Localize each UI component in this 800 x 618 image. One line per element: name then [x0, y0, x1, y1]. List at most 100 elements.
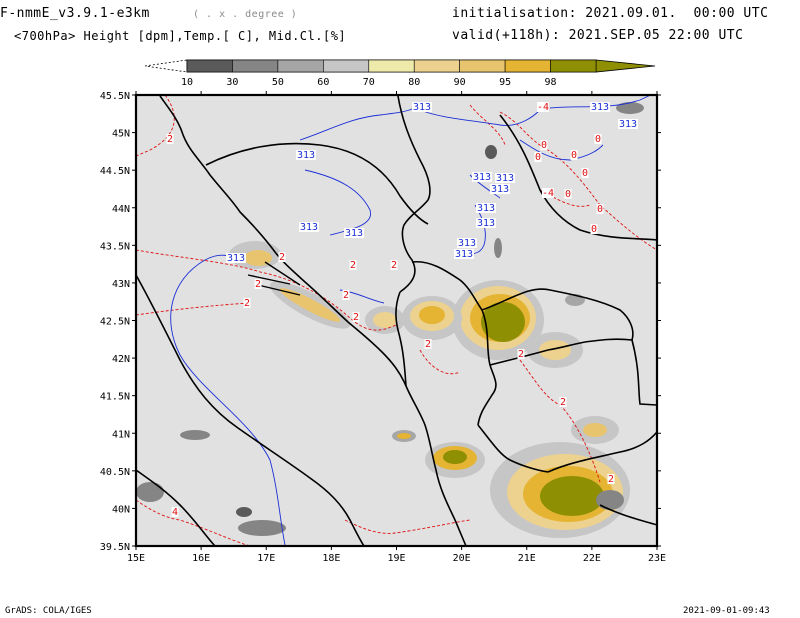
- lon-label: 19E: [387, 553, 405, 564]
- colorbar-swatch: [277, 59, 324, 73]
- axis-ticks: [132, 91, 661, 550]
- cloud-patch: [539, 340, 571, 360]
- lat-label: 43.5N: [100, 241, 130, 252]
- cloud-patch: [494, 238, 502, 258]
- height-contour-label: 313: [345, 228, 363, 239]
- cloud-patch: [616, 102, 644, 114]
- label-backing: [390, 260, 398, 270]
- cloud-patch: [373, 312, 397, 328]
- temp-contour-label: 0: [597, 204, 603, 215]
- lat-label: 44N: [112, 204, 130, 215]
- colorbar-label: 50: [272, 77, 284, 88]
- border: [411, 260, 483, 311]
- label-backing: [278, 252, 286, 262]
- height-contour-label: 313: [477, 218, 495, 229]
- temp-contour-label: 2: [518, 349, 524, 360]
- temp-contour: [419, 349, 461, 375]
- lat-label: 43N: [112, 279, 130, 290]
- colorbar-swatch: [459, 59, 506, 73]
- border: [499, 114, 657, 241]
- cloud-patch: [136, 482, 164, 502]
- border: [477, 309, 497, 426]
- axis-labels: 45.5N 45N 44.5N 44N 43.5N 43N 42.5N 42N 41.5N 41N…: [100, 91, 666, 564]
- height-contour-label: 313: [491, 184, 509, 195]
- lat-label: 45N: [112, 129, 130, 140]
- height-contour-label: 313: [591, 102, 609, 113]
- cloud-patch: [540, 476, 604, 516]
- lon-label: 23E: [648, 553, 666, 564]
- height-contour-label: 313: [473, 172, 491, 183]
- border: [481, 288, 634, 341]
- height-contour-label: 313: [619, 119, 637, 130]
- label-backing: [457, 238, 477, 248]
- label-backing: [559, 397, 567, 407]
- temp-contour-label: 0: [591, 224, 597, 235]
- model-name: F-nmmE_v3.9.1-e3km: [0, 6, 150, 21]
- border: [547, 431, 657, 473]
- temp-contour: [499, 111, 657, 251]
- border: [205, 142, 429, 225]
- coastline: [159, 95, 467, 546]
- lon-label: 16E: [192, 553, 210, 564]
- temp-contour-label: 4: [172, 507, 178, 518]
- label-backing: [495, 173, 515, 183]
- height-contour-label: 313: [496, 173, 514, 184]
- label-backing: [171, 507, 179, 517]
- label-backing: [344, 228, 364, 238]
- coastline: [136, 274, 365, 546]
- label-backing: [490, 184, 510, 194]
- temp-contour-label: 2: [343, 290, 349, 301]
- label-backing: [342, 290, 350, 300]
- label-backing: [537, 102, 549, 112]
- colorbar-label: 95: [499, 77, 511, 88]
- height-contour-label: 313: [477, 203, 495, 214]
- colorbar-low-arrow: [144, 59, 188, 73]
- label-backing: [564, 189, 572, 199]
- temperature-contours: [136, 95, 657, 546]
- label-backing: [299, 222, 319, 232]
- colorbar-high-arrow: [595, 59, 656, 73]
- valid-time: valid(+118h): 2021.SEP.05 22:00 UTC: [452, 28, 744, 43]
- colorbar-label: 98: [545, 77, 557, 88]
- lat-label: 45.5N: [100, 91, 130, 102]
- colorbar-label: 60: [317, 77, 329, 88]
- height-contour: [419, 109, 541, 126]
- height-contour-label: 313: [455, 249, 473, 260]
- height-contour: [170, 254, 286, 546]
- colorbar-swatch: [504, 59, 551, 73]
- height-contour: [519, 139, 604, 161]
- temp-contour: [136, 95, 175, 157]
- cloud-patch: [238, 520, 286, 536]
- label-backing: [166, 134, 174, 144]
- cloud-patch: [583, 423, 607, 437]
- temp-contour-label: 2: [353, 312, 359, 323]
- border: [397, 95, 431, 293]
- border: [395, 291, 407, 387]
- label-backing: [226, 253, 246, 263]
- label-backing: [590, 102, 610, 112]
- height-contour: [299, 108, 413, 141]
- temp-contour-label: 0: [541, 140, 547, 151]
- lon-label: 22E: [583, 553, 601, 564]
- colorbar-swatch: [368, 59, 415, 73]
- colorbar-swatch: [186, 59, 233, 73]
- lat-label: 42N: [112, 354, 130, 365]
- label-backing: [607, 474, 615, 484]
- label-backing: [540, 140, 548, 150]
- colorbar-label: 90: [454, 77, 466, 88]
- colorbar-label: 30: [226, 77, 238, 88]
- label-backing: [349, 260, 357, 270]
- label-backing: [618, 119, 638, 129]
- cloud-patch: [485, 145, 497, 159]
- label-backing: [590, 224, 598, 234]
- cloud-patch: [596, 490, 624, 510]
- label-backing: [517, 349, 525, 359]
- lat-label: 41.5N: [100, 392, 130, 403]
- temp-contour: [136, 249, 397, 331]
- label-backing: [472, 172, 492, 182]
- lon-label: 15E: [127, 553, 145, 564]
- temp-contour-label: 2: [560, 397, 566, 408]
- label-backing: [476, 203, 496, 213]
- label-backing: [542, 188, 554, 198]
